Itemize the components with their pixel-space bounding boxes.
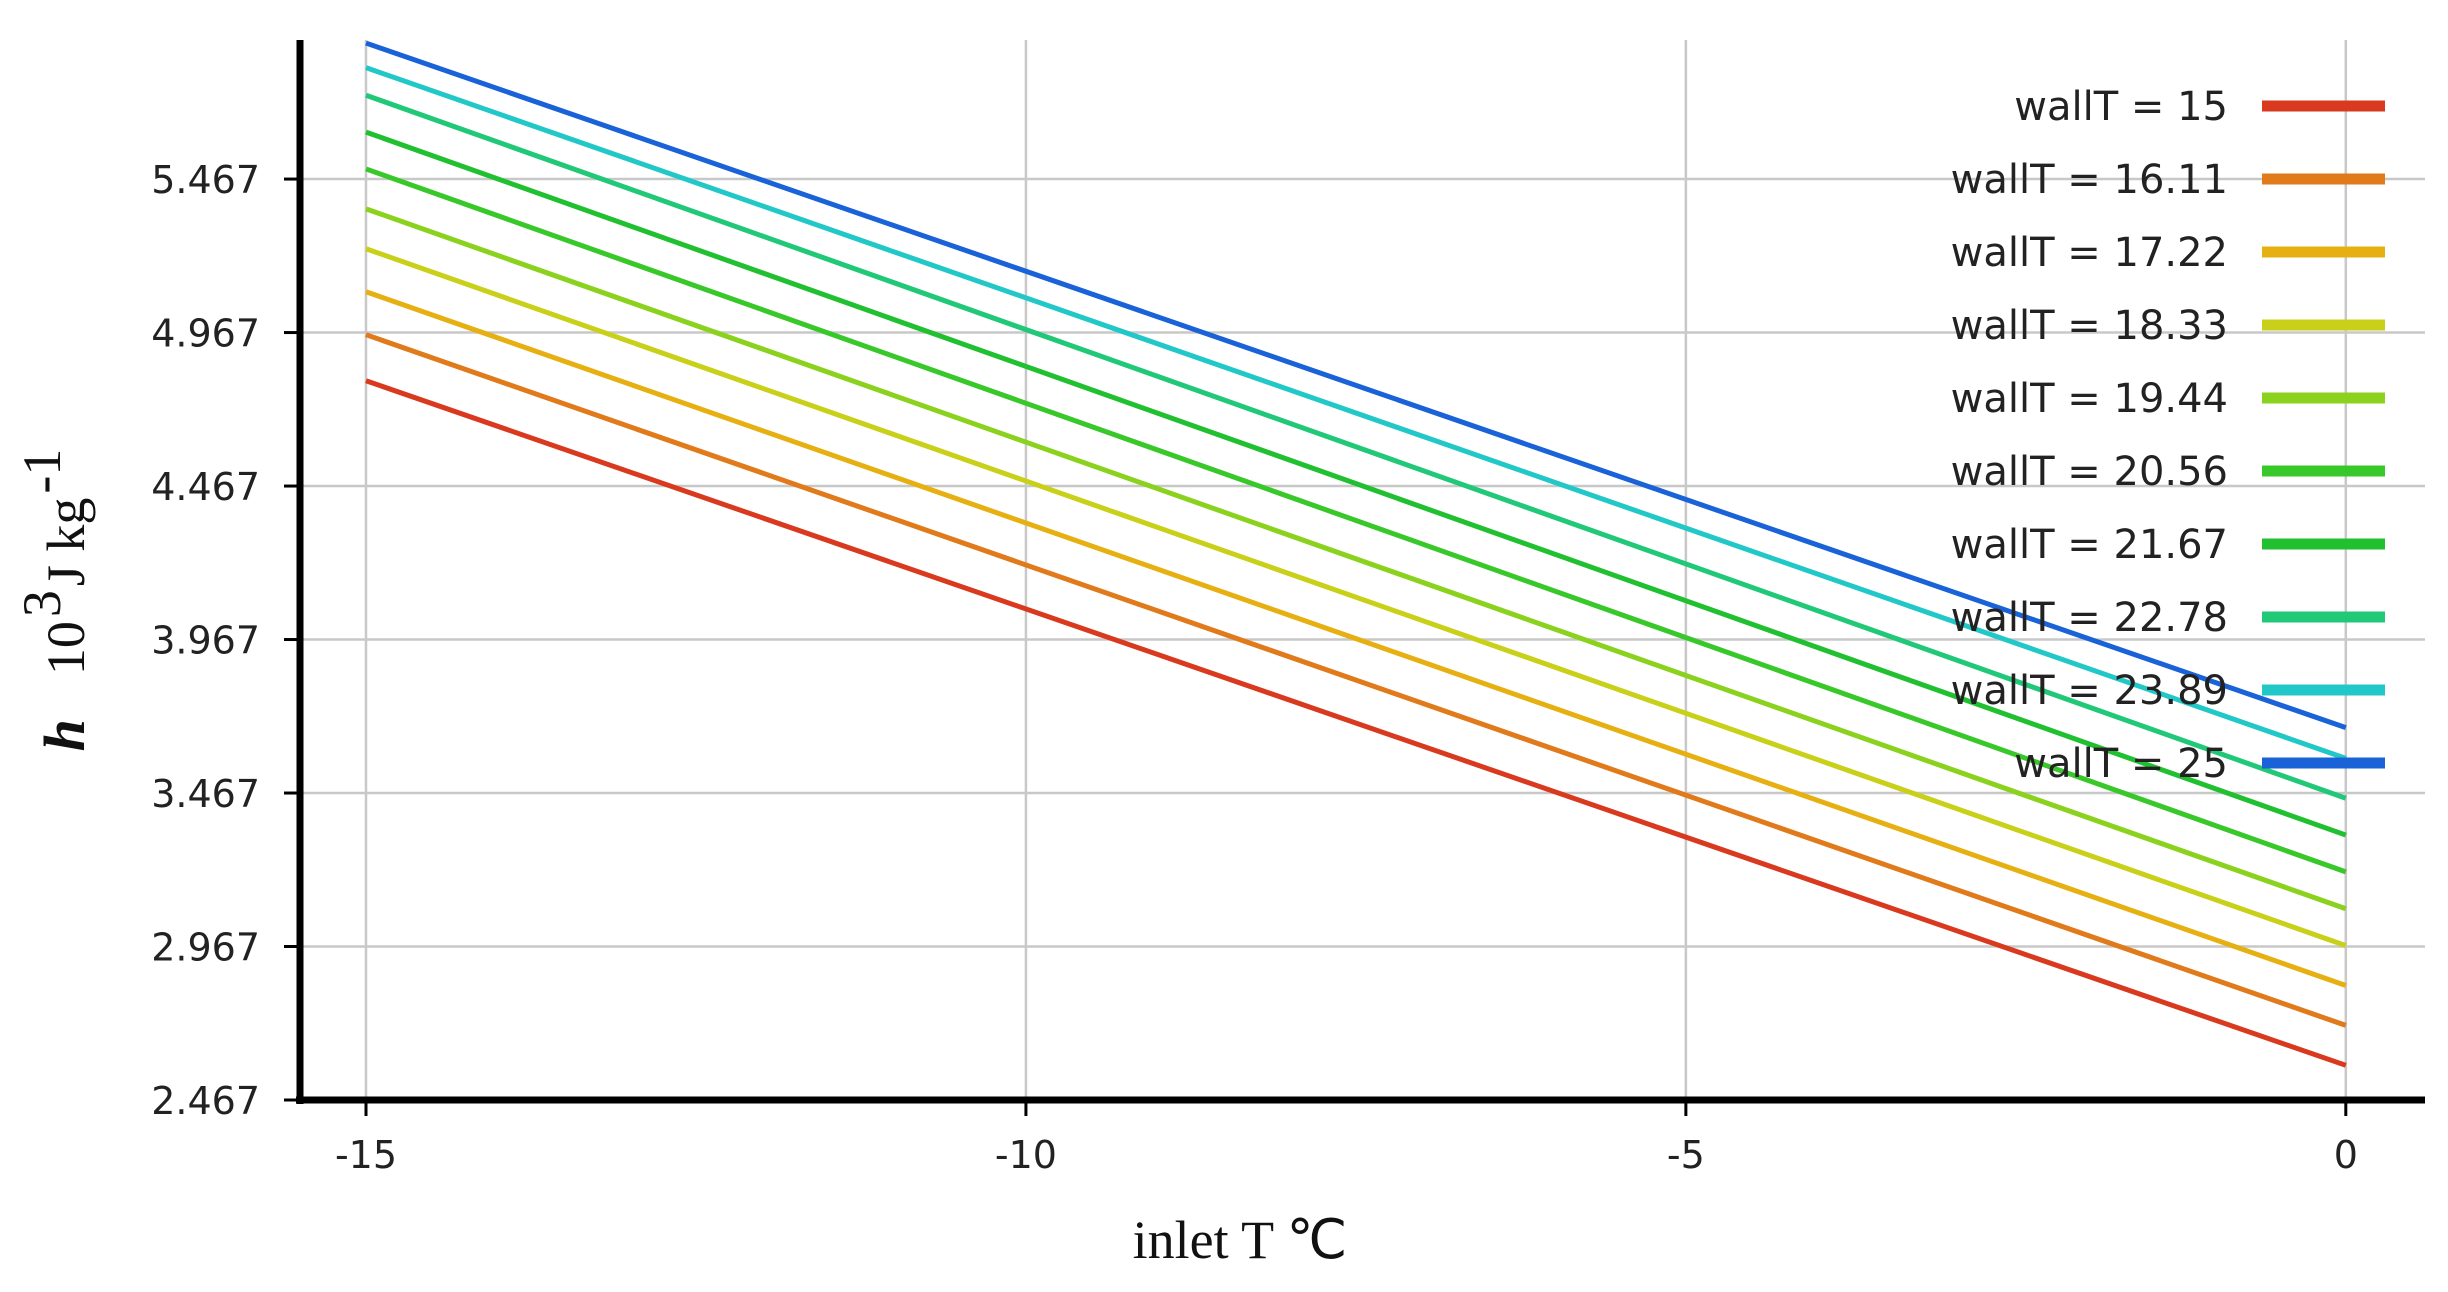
- series-line-5: [365, 166, 2347, 875]
- y-axis-unit-exponent-2: -1: [12, 449, 72, 494]
- x-tick-label: -15: [335, 1133, 397, 1177]
- legend-label: wallT = 20.56: [1951, 449, 2228, 495]
- series-line-6: [365, 129, 2347, 838]
- legend-label: wallT = 22.78: [1951, 595, 2228, 641]
- y-tick-label: 2.467: [151, 1079, 260, 1123]
- y-axis-unit-exponent: 3: [12, 590, 72, 617]
- series-line-8: [365, 65, 2347, 761]
- y-tick-label: 5.467: [151, 158, 260, 202]
- y-tick-label: 4.967: [151, 312, 260, 356]
- y-tick-label: 3.967: [151, 619, 260, 663]
- legend: wallT = 15 wallT = 16.11 wallT = 17.22 wall…: [1951, 84, 2385, 787]
- y-axis-symbol: h: [32, 719, 97, 751]
- series-line-9: [365, 40, 2347, 730]
- axes: [296, 40, 2425, 1104]
- y-tick-label: 2.967: [151, 926, 260, 970]
- y-tick-label: 3.467: [151, 772, 260, 816]
- y-axis-unit-base: 10: [36, 621, 96, 675]
- legend-label: wallT = 18.33: [1951, 303, 2228, 349]
- series-line-4: [365, 206, 2347, 912]
- series-line-7: [365, 92, 2347, 801]
- series-line-3: [365, 246, 2347, 948]
- y-axis-unit-text: J kg: [36, 498, 96, 587]
- y-axis-title: h 10 3 J kg -1: [12, 449, 97, 752]
- legend-label: wallT = 19.44: [1951, 376, 2228, 422]
- legend-label: wallT = 16.11: [1951, 157, 2228, 203]
- series-line-0: [365, 378, 2347, 1068]
- legend-label: wallT = 17.22: [1951, 230, 2228, 276]
- legend-label: wallT = 15: [2014, 84, 2228, 130]
- x-tick-label: -5: [1667, 1133, 1705, 1177]
- series-line-1: [365, 332, 2347, 1028]
- legend-label: wallT = 21.67: [1951, 522, 2228, 568]
- series-line-2: [365, 289, 2347, 988]
- legend-label: wallT = 25: [2014, 741, 2228, 787]
- legend-label: wallT = 23.89: [1951, 668, 2228, 714]
- y-tick-label: 4.467: [151, 465, 260, 509]
- tick-labels: -15 -10 -5 0 2.467 2.967 3.467 3.967 4.467 4.967 5…: [151, 158, 2358, 1177]
- series-lines: [365, 40, 2347, 1068]
- x-axis-title: inlet T ℃: [1133, 1210, 1348, 1270]
- x-tick-label: -10: [995, 1133, 1057, 1177]
- x-tick-label: 0: [2334, 1133, 2358, 1177]
